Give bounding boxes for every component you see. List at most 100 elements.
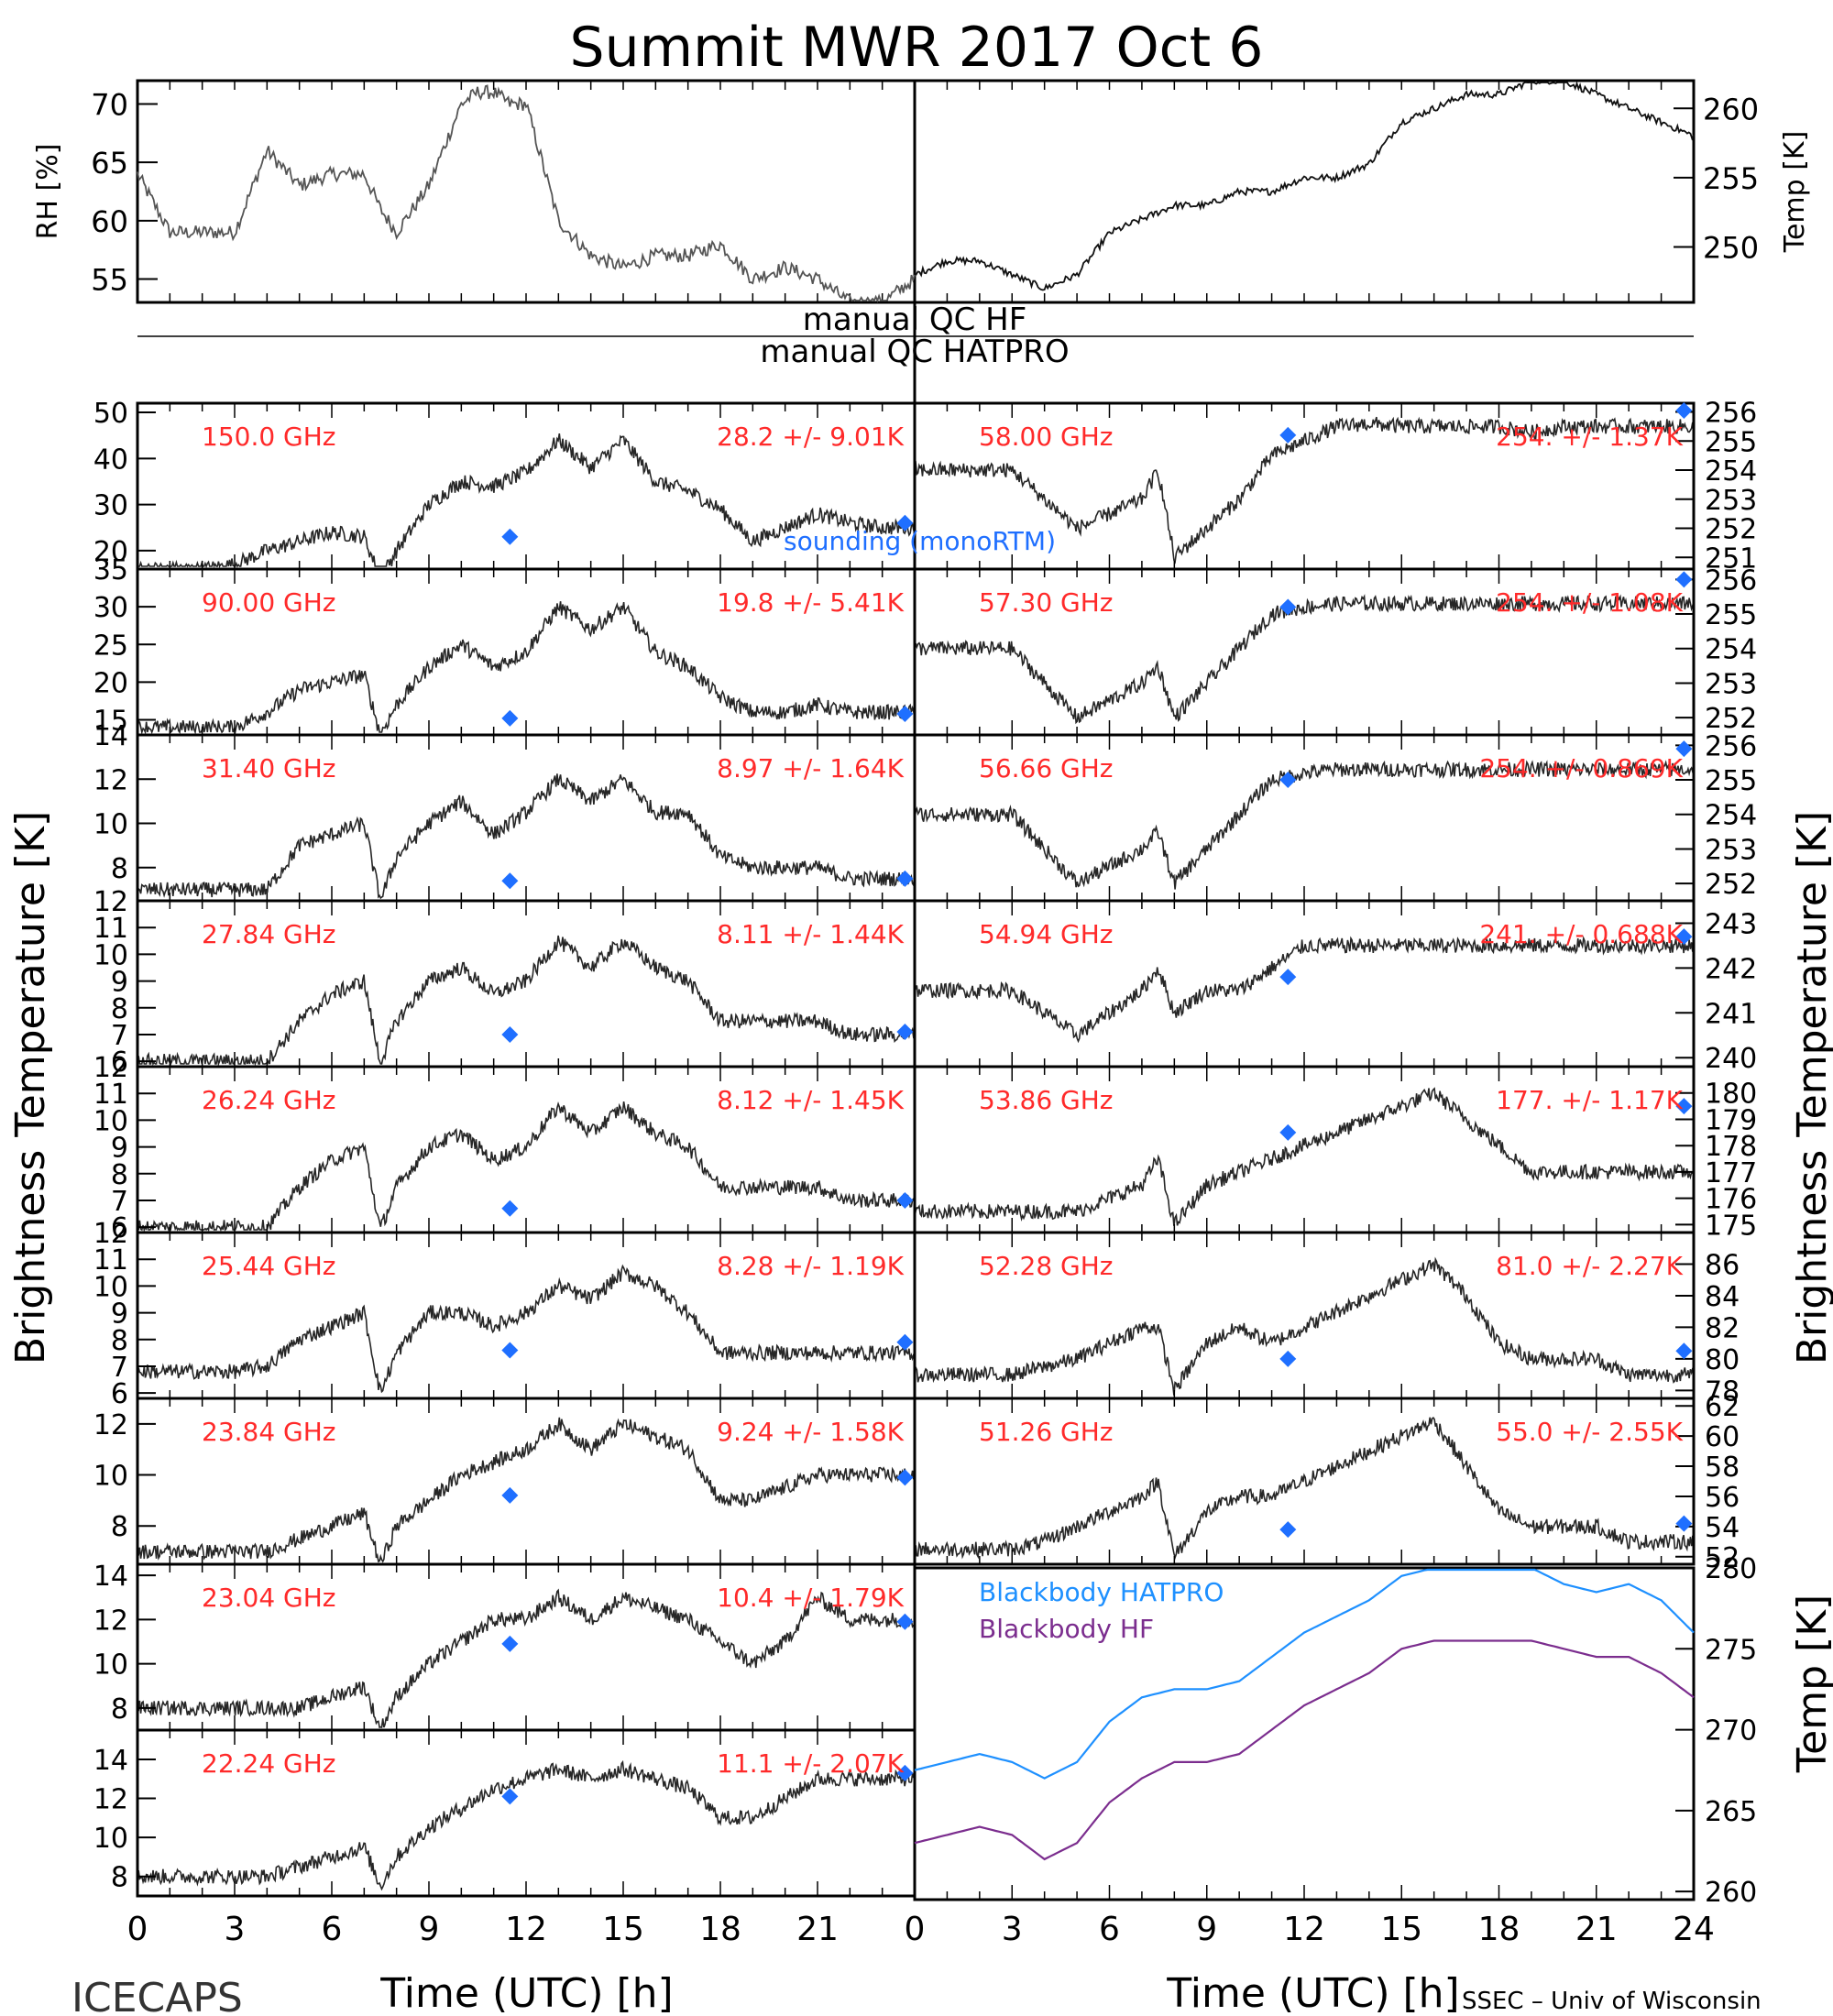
sounding-point	[501, 1486, 519, 1504]
channel-series	[137, 935, 916, 1068]
y-tick-label: 58	[1705, 1452, 1740, 1484]
y-tick-label: 9	[111, 1133, 128, 1165]
left-x-tick-label: 15	[602, 1911, 644, 1948]
rh-series	[137, 84, 916, 303]
y-tick-label: 11	[93, 913, 128, 945]
temp-ylabel: Temp [K]	[1779, 131, 1811, 254]
right-x-tick-label: 6	[1099, 1911, 1120, 1948]
channel-series	[914, 1416, 1695, 1561]
y-tick-label: 252	[1705, 514, 1757, 546]
sounding-point	[501, 1635, 519, 1652]
stats-label: 8.12 +/- 1.45K	[717, 1085, 904, 1115]
top-panel: 55 60 65 70 250 255 260 RH [%] Temp [K] manual QC…	[32, 79, 1811, 403]
y-tick-label: 10	[93, 1823, 128, 1855]
left-x-tick-label: 9	[419, 1911, 440, 1948]
sounding-point	[1675, 402, 1693, 419]
hatpro-series	[914, 1568, 1695, 1780]
frequency-label: 23.04 GHz	[202, 1583, 336, 1613]
footer-right: SSEC – Univ of Wisconsin	[1462, 1988, 1762, 2015]
y-tick-label: 8	[111, 1511, 128, 1543]
stats-label: 254. +/- 1.37K	[1496, 422, 1683, 452]
sounding-point	[1675, 1342, 1693, 1360]
sounding-point	[1279, 969, 1297, 986]
y-tick-label: 179	[1705, 1104, 1757, 1136]
y-tick-label: 252	[1705, 703, 1757, 735]
channel-series	[914, 935, 1695, 1044]
left-ylabel: Brightness Temperature [K]	[7, 811, 54, 1364]
bb-y-tick-label: 270	[1705, 1715, 1757, 1748]
rh-tick-label: 70	[91, 87, 128, 122]
channel-series	[914, 760, 1695, 890]
sounding-point	[896, 1191, 914, 1209]
stats-label: 9.24 +/- 1.58K	[717, 1417, 904, 1447]
sounding-point	[1675, 928, 1693, 946]
y-tick-label: 242	[1705, 953, 1757, 985]
y-tick-label: 84	[1705, 1281, 1740, 1313]
sounding-point	[896, 1469, 914, 1486]
right-x-tick-label: 21	[1575, 1911, 1618, 1948]
y-tick-label: 7	[111, 1186, 128, 1218]
frequency-label: 90.00 GHz	[202, 587, 336, 618]
rh-tick-label: 55	[91, 263, 128, 298]
y-tick-label: 240	[1705, 1043, 1757, 1075]
stats-label: 254. +/- 0.869K	[1479, 753, 1683, 783]
sounding-point	[1279, 1350, 1297, 1367]
sounding-point	[896, 705, 914, 722]
right-x-tick-label: 15	[1380, 1911, 1422, 1948]
y-tick-label: 14	[93, 1561, 128, 1593]
right-xlabel: Time (UTC) [h]	[1166, 1970, 1459, 2016]
y-tick-label: 8	[111, 1693, 128, 1726]
channel-series	[914, 1087, 1695, 1226]
y-tick-label: 8	[111, 1325, 128, 1357]
frequency-label: 31.40 GHz	[202, 753, 336, 783]
y-tick-label: 40	[93, 444, 128, 476]
y-tick-label: 20	[93, 536, 128, 568]
y-tick-label: 56	[1705, 1482, 1740, 1514]
sounding-point	[1675, 1515, 1693, 1532]
y-tick-label: 251	[1705, 542, 1757, 575]
y-tick-label: 7	[111, 1352, 128, 1384]
y-tick-label: 50	[93, 398, 128, 430]
stats-label: 81.0 +/- 2.27K	[1496, 1251, 1683, 1281]
channel-series	[137, 1417, 916, 1563]
frequency-label: 56.66 GHz	[979, 753, 1114, 783]
temp-tick-label: 250	[1703, 231, 1759, 266]
y-tick-label: 9	[111, 967, 128, 999]
left-x-tick-label: 0	[127, 1911, 148, 1948]
sounding-point	[1675, 571, 1693, 588]
sounding-point	[1675, 740, 1693, 758]
y-tick-label: 12	[93, 1218, 128, 1250]
qc-hf-label: manual QC HF	[803, 301, 1027, 338]
channel-series	[137, 773, 916, 900]
y-tick-label: 14	[93, 720, 128, 752]
temp-tick-label: 260	[1703, 92, 1759, 126]
stats-label: 11.1 +/- 2.07K	[717, 1748, 904, 1779]
stats-label: 8.97 +/- 1.64K	[717, 753, 904, 783]
panel-90.00-ghz: 15 20 25 30 35 90.00 GHz 19.8 +/- 5.41K	[93, 554, 916, 738]
sounding-point	[896, 1333, 914, 1351]
y-tick-label: 12	[93, 1605, 128, 1637]
channel-series	[914, 1256, 1695, 1396]
sounding-point	[1279, 598, 1297, 616]
y-tick-label: 175	[1705, 1210, 1757, 1242]
y-tick-label: 14	[93, 1745, 128, 1777]
y-tick-label: 243	[1705, 908, 1757, 940]
stats-label: 19.8 +/- 5.41K	[717, 587, 904, 618]
y-tick-label: 11	[93, 1244, 128, 1276]
y-tick-label: 60	[1705, 1421, 1740, 1453]
y-tick-label: 178	[1705, 1131, 1757, 1163]
y-tick-label: 10	[93, 1649, 128, 1682]
sounding-point	[896, 870, 914, 887]
y-tick-label: 86	[1705, 1249, 1740, 1281]
y-tick-label: 10	[93, 1461, 128, 1493]
right-x-tick-label: 3	[1002, 1911, 1023, 1948]
blackbody-panel: 260 265 270 275 280 Blackbody HATPRO Blackbody…	[913, 1553, 1757, 1909]
rh-tick-label: 65	[91, 146, 128, 181]
channel-series	[914, 594, 1695, 725]
sounding-point	[1279, 1521, 1297, 1539]
frequency-label: 52.28 GHz	[979, 1251, 1114, 1281]
